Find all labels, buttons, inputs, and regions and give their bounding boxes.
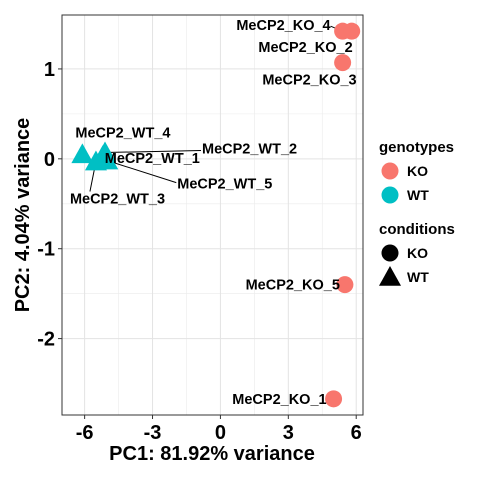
legend-key-circle xyxy=(381,244,399,262)
legend-label: KO xyxy=(407,163,428,179)
label-mecp2-ko-3: MeCP2_KO_3 xyxy=(262,73,356,89)
label-mecp2-wt-3: MeCP2_WT_3 xyxy=(70,192,165,208)
legend-title: genotypes xyxy=(379,139,454,156)
plot-panel xyxy=(62,15,363,415)
x-tick-label: -3 xyxy=(144,422,162,444)
legend: genotypes KO WT conditions KO WT xyxy=(379,139,455,286)
point-mecp2-wt-3 xyxy=(84,150,107,171)
legend-key-ko xyxy=(381,162,399,180)
label-mecp2-ko-4: MeCP2_KO_4 xyxy=(236,18,330,34)
label-mecp2-ko-1: MeCP2_KO_1 xyxy=(232,392,326,408)
legend-label: WT xyxy=(407,187,429,203)
point-mecp2-ko-2 xyxy=(343,22,361,40)
point-labels: MeCP2_KO_4 MeCP2_KO_2 MeCP2_KO_3 MeCP2_KO_5… xyxy=(70,18,357,408)
legend-title: conditions xyxy=(379,221,455,238)
legend-label: WT xyxy=(407,269,429,285)
y-tick-label: -2 xyxy=(37,329,55,351)
legend-key-triangle xyxy=(379,266,401,286)
legend-label: KO xyxy=(407,245,428,261)
y-axis-title: PC2: 4.04% variance xyxy=(12,118,34,313)
y-tick-label: 1 xyxy=(44,59,55,81)
y-tick-label: -1 xyxy=(37,239,55,261)
label-mecp2-wt-5: MeCP2_WT_5 xyxy=(177,177,272,193)
label-mecp2-wt-1: MeCP2_WT_1 xyxy=(105,151,200,167)
label-mecp2-wt-4: MeCP2_WT_4 xyxy=(75,125,170,141)
leader-line xyxy=(107,160,177,184)
label-mecp2-wt-2: MeCP2_WT_2 xyxy=(202,142,297,158)
leader-line xyxy=(104,150,202,154)
y-tick-label: 0 xyxy=(44,149,55,171)
axis-ticks: -6 -3 0 3 6 -2 -1 0 1 xyxy=(37,59,362,444)
plot-border xyxy=(61,14,364,416)
point-mecp2-ko-3 xyxy=(334,54,352,72)
point-mecp2-ko-5 xyxy=(336,276,354,294)
data-points xyxy=(71,22,361,408)
label-mecp2-ko-2: MeCP2_KO_2 xyxy=(258,40,352,56)
point-mecp2-wt-4 xyxy=(71,143,94,164)
grid-lines xyxy=(62,15,363,415)
x-axis-title: PC1: 81.92% variance xyxy=(109,443,315,465)
x-tick-label: 0 xyxy=(215,422,226,444)
x-tick-label: -6 xyxy=(76,422,94,444)
label-mecp2-ko-5: MeCP2_KO_5 xyxy=(246,278,340,294)
x-tick-label: 3 xyxy=(283,422,294,444)
point-mecp2-ko-1 xyxy=(325,390,343,408)
legend-key-wt xyxy=(381,186,399,204)
x-tick-label: 6 xyxy=(351,422,362,444)
